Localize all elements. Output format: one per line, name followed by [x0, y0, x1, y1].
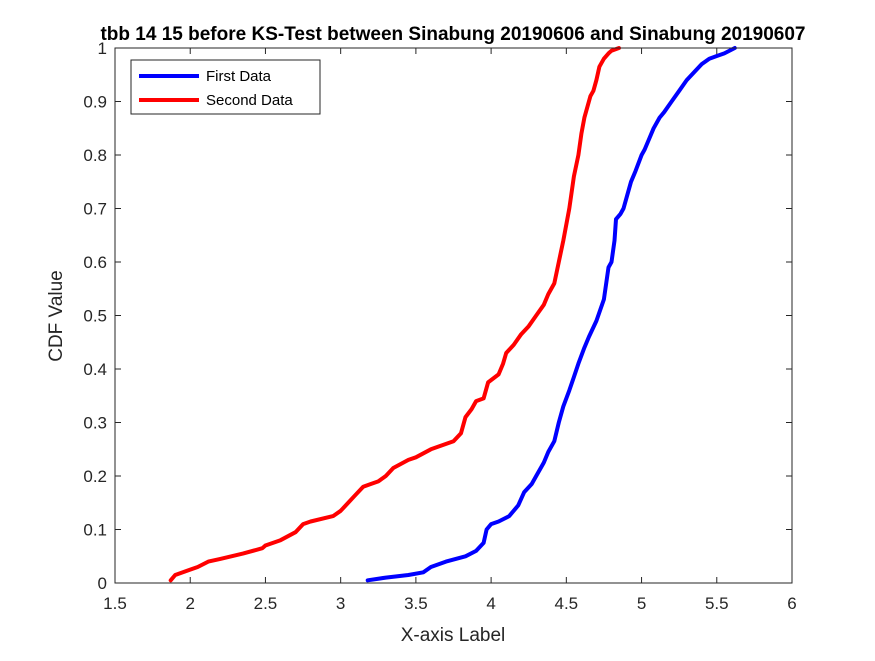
series-line-first-data: [365, 46, 737, 583]
x-tick-label: 5: [637, 594, 646, 613]
y-tick-label: 0.2: [83, 467, 107, 486]
y-tick-label: 0.1: [83, 521, 107, 540]
y-tick-label: 0.9: [83, 93, 107, 112]
x-tick-label: 1.5: [103, 594, 127, 613]
x-axis-label: X-axis Label: [401, 625, 506, 646]
axis-ticks: 1.5 2 2.5 3 3.5 4 4.5 5 5.5 6 0 0.1 0.2 0.3 0.4 0.5 0.6 0…: [83, 39, 796, 613]
series-lines: [168, 46, 737, 583]
x-tick-label: 6: [787, 594, 796, 613]
x-tick-label: 2.5: [254, 594, 278, 613]
x-tick-label: 2: [185, 594, 194, 613]
y-tick-label: 0: [98, 574, 107, 593]
legend-box: [130, 59, 321, 115]
legend-label-first-data: First Data: [206, 68, 272, 85]
y-axis-label: CDF Value: [46, 270, 67, 362]
y-tick-label: 0.5: [83, 307, 107, 326]
x-tick-label: 3: [336, 594, 345, 613]
plot-background: [115, 48, 792, 583]
legend-label-second-data: Second Data: [206, 92, 293, 109]
y-tick-label: 0.6: [83, 253, 107, 272]
legend: First Data Second Data: [130, 59, 321, 115]
y-tick-label: 0.4: [83, 360, 107, 379]
y-tick-label: 0.7: [83, 200, 107, 219]
x-tick-label: 3.5: [404, 594, 428, 613]
x-tick-label: 4: [486, 594, 495, 613]
chart-title: tbb 14 15 before KS-Test between Sinabun…: [100, 24, 805, 45]
x-tick-label: 5.5: [705, 594, 729, 613]
y-tick-label: 0.3: [83, 414, 107, 433]
y-tick-label: 1: [98, 39, 107, 58]
series-line-second-data: [168, 46, 621, 583]
y-tick-label: 0.8: [83, 146, 107, 165]
x-tick-label: 4.5: [555, 594, 579, 613]
